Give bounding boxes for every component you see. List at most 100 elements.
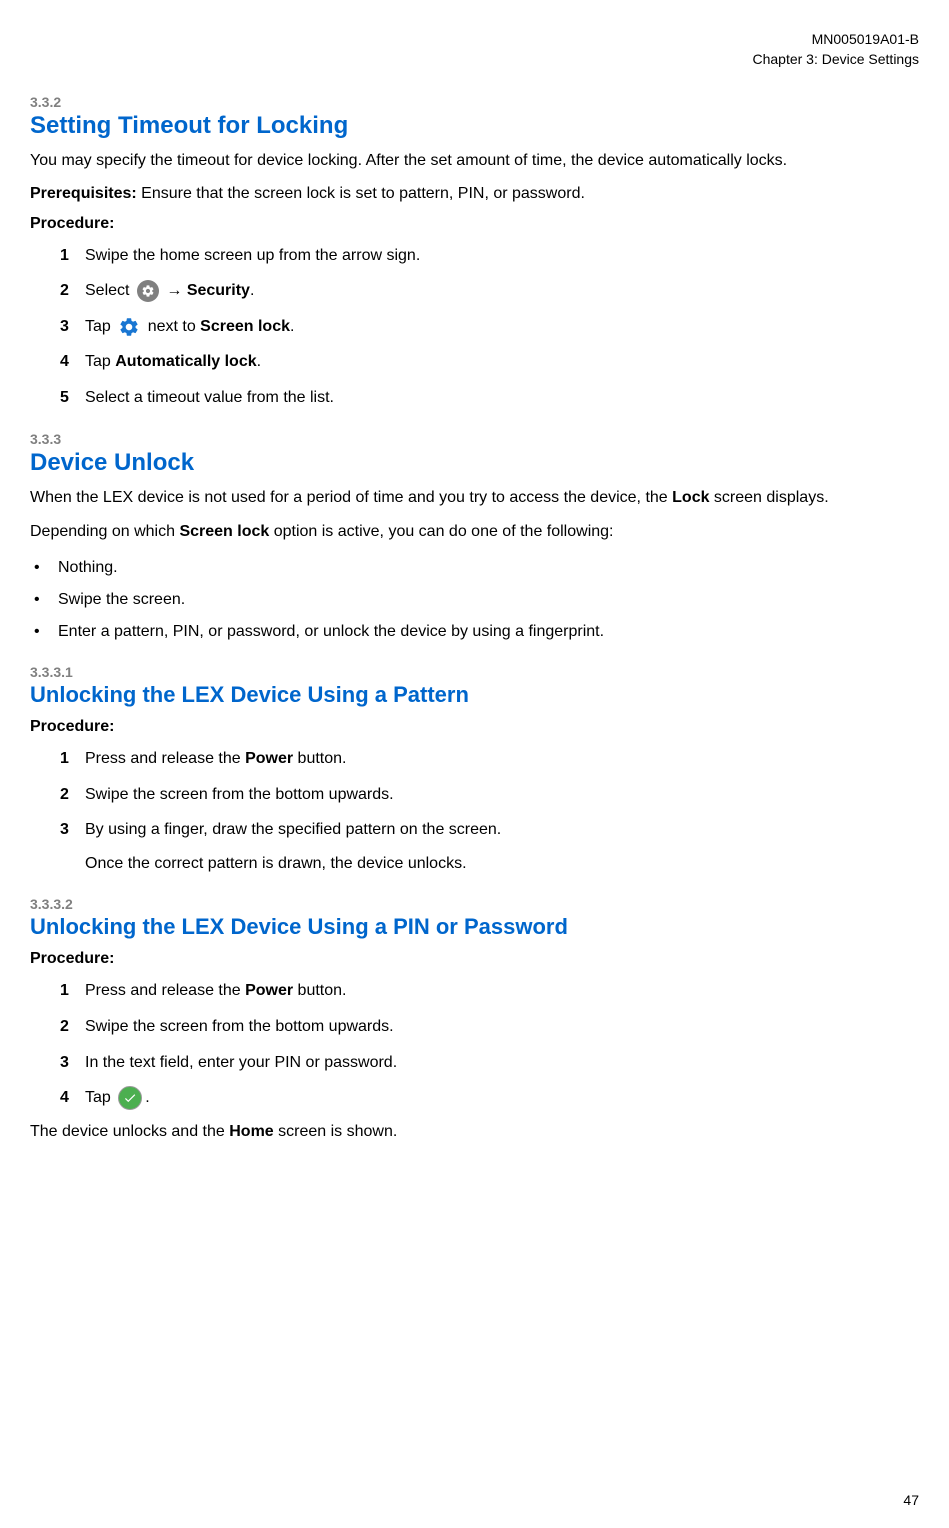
bullet-marker: • [30, 587, 58, 613]
step-text-part: . [250, 282, 254, 299]
section-number-3332: 3.3.3.2 [30, 896, 919, 912]
step-text: Swipe the screen from the bottom upwards… [85, 782, 394, 808]
step-text-part: . [290, 318, 294, 335]
step-sub-text: Once the correct pattern is drawn, the d… [60, 851, 919, 877]
step-text: Tap next to Screen lock. [85, 314, 294, 340]
step-text: In the text field, enter your PIN or pas… [85, 1050, 397, 1076]
step-1: 1 Swipe the home screen up from the arro… [60, 243, 919, 269]
step-2: 2 Select → Security. [60, 278, 919, 304]
step-text-part: Tap [85, 353, 115, 370]
intro-332: You may specify the timeout for device l… [30, 150, 919, 172]
step-text-bold: Screen lock [200, 318, 290, 335]
step-text-part: next to [143, 318, 200, 335]
step-text: Swipe the screen from the bottom upwards… [85, 1014, 394, 1040]
procedure-steps-3332: 1 Press and release the Power button. 2 … [30, 978, 919, 1110]
step-2: 2 Swipe the screen from the bottom upwar… [60, 782, 919, 808]
step-text-part: Tap [85, 1089, 115, 1106]
step-text-part: → [162, 282, 187, 299]
paragraph-333-1: When the LEX device is not used for a pe… [30, 487, 919, 509]
text-bold: Home [229, 1123, 273, 1140]
step-text-part: button. [293, 750, 346, 767]
step-text: Select a timeout value from the list. [85, 385, 334, 411]
step-1: 1 Press and release the Power button. [60, 978, 919, 1004]
step-text-part: button. [293, 982, 346, 999]
section-title-3331: Unlocking the LEX Device Using a Pattern [30, 682, 919, 708]
procedure-label-3331: Procedure: [30, 718, 919, 736]
section-title-332: Setting Timeout for Locking [30, 112, 919, 140]
text-bold: Screen lock [179, 523, 269, 540]
procedure-steps-3331: 1 Press and release the Power button. 2 … [30, 746, 919, 876]
prereq-label: Prerequisites: [30, 185, 137, 202]
list-item: • Swipe the screen. [30, 587, 919, 613]
step-text-part: . [257, 353, 261, 370]
step-4: 4 Tap Automatically lock. [60, 349, 919, 375]
step-4: 4 Tap . [60, 1085, 919, 1111]
bullet-marker: • [30, 555, 58, 581]
step-number: 2 [60, 278, 85, 304]
text-part: The device unlocks and the [30, 1123, 229, 1140]
step-number: 3 [60, 1050, 85, 1076]
step-text-part: Press and release the [85, 750, 245, 767]
step-number: 4 [60, 349, 85, 375]
bullet-list-333: • Nothing. • Swipe the screen. • Enter a… [30, 555, 919, 644]
step-text: Swipe the home screen up from the arrow … [85, 243, 420, 269]
procedure-steps-332: 1 Swipe the home screen up from the arro… [30, 243, 919, 411]
bullet-marker: • [30, 619, 58, 645]
step-text: Press and release the Power button. [85, 978, 346, 1004]
step-text: Tap . [85, 1085, 150, 1111]
document-id: MN005019A01-B [30, 30, 919, 50]
step-number: 3 [60, 314, 85, 340]
page-header: MN005019A01-B Chapter 3: Device Settings [30, 30, 919, 69]
list-item: • Nothing. [30, 555, 919, 581]
step-3: 3 Tap next to Screen lock. [60, 314, 919, 340]
step-number: 1 [60, 243, 85, 269]
step-number: 5 [60, 385, 85, 411]
bullet-text: Swipe the screen. [58, 587, 185, 613]
text-part: Depending on which [30, 523, 179, 540]
step-text-bold: Power [245, 750, 293, 767]
step-2: 2 Swipe the screen from the bottom upwar… [60, 1014, 919, 1040]
settings-gear-icon [137, 280, 159, 302]
text-part: When the LEX device is not used for a pe… [30, 489, 672, 506]
section-number-333: 3.3.3 [30, 431, 919, 447]
page-number: 47 [903, 1492, 919, 1508]
step-number: 2 [60, 1014, 85, 1040]
section-number-332: 3.3.2 [30, 94, 919, 110]
section-title-333: Device Unlock [30, 449, 919, 477]
text-bold: Lock [672, 489, 709, 506]
step-text: Press and release the Power button. [85, 746, 346, 772]
step-text-part: Tap [85, 318, 115, 335]
settings-cog-icon [118, 316, 140, 338]
text-part: option is active, you can do one of the … [269, 523, 613, 540]
text-part: screen displays. [709, 489, 828, 506]
step-1: 1 Press and release the Power button. [60, 746, 919, 772]
procedure-label-332: Procedure: [30, 215, 919, 233]
step-text-bold: Security [187, 282, 250, 299]
step-text-bold: Automatically lock [115, 353, 256, 370]
bullet-text: Nothing. [58, 555, 118, 581]
step-text-part: . [145, 1089, 149, 1106]
step-3: 3 In the text field, enter your PIN or p… [60, 1050, 919, 1076]
chapter-label: Chapter 3: Device Settings [30, 50, 919, 70]
step-number: 2 [60, 782, 85, 808]
step-text-part: Press and release the [85, 982, 245, 999]
step-number: 3 [60, 817, 85, 843]
bullet-text: Enter a pattern, PIN, or password, or un… [58, 619, 604, 645]
step-5: 5 Select a timeout value from the list. [60, 385, 919, 411]
step-number: 4 [60, 1085, 85, 1111]
step-text-bold: Power [245, 982, 293, 999]
prerequisites-332: Prerequisites: Ensure that the screen lo… [30, 185, 919, 203]
step-text: Select → Security. [85, 278, 254, 304]
step-text: Tap Automatically lock. [85, 349, 261, 375]
step-text: By using a finger, draw the specified pa… [85, 817, 501, 843]
step-number: 1 [60, 978, 85, 1004]
check-circle-icon [118, 1086, 142, 1110]
step-3: 3 By using a finger, draw the specified … [60, 817, 919, 876]
procedure-label-3332: Procedure: [30, 950, 919, 968]
text-part: screen is shown. [274, 1123, 398, 1140]
section-number-3331: 3.3.3.1 [30, 664, 919, 680]
section-title-3332: Unlocking the LEX Device Using a PIN or … [30, 914, 919, 940]
prereq-text: Ensure that the screen lock is set to pa… [137, 185, 585, 202]
step-number: 1 [60, 746, 85, 772]
step-text-part: Select [85, 282, 134, 299]
